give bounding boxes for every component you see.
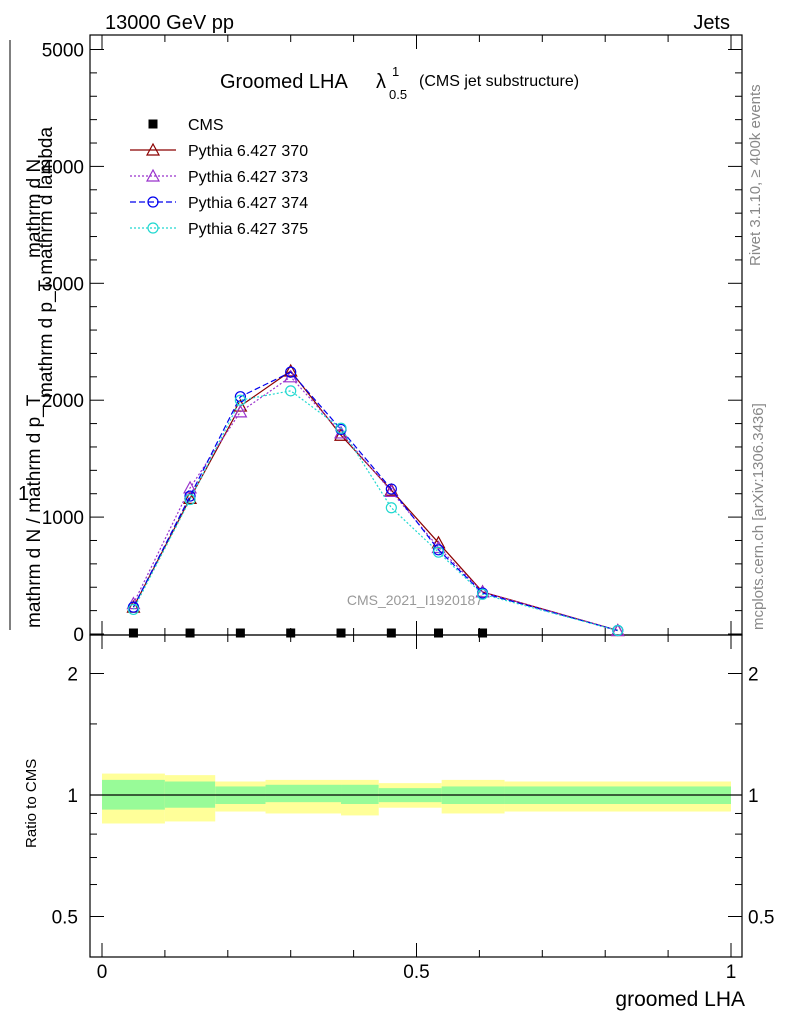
analysis-watermark: CMS_2021_I1920187: [347, 592, 483, 608]
legend-label: Pythia 6.427 373: [188, 169, 308, 186]
data-point: [385, 502, 397, 514]
ratio-tick-label-left: 2: [67, 665, 78, 686]
ratio-tick-label-right: 1: [748, 786, 759, 807]
data-point: [334, 428, 349, 441]
data-point: [127, 603, 140, 616]
y-label-denominator: mathrm d N / mathrm d p_T: [24, 394, 45, 628]
y-tick-label: 4000: [42, 157, 84, 178]
series-line: [132, 370, 618, 632]
data-point: [612, 624, 624, 637]
legend: CMS Pythia 6.427 370 Pythia 6.427 373 Pythi…: [130, 117, 308, 238]
data-point: [434, 628, 444, 638]
data-point: [183, 491, 198, 504]
series-4: [127, 385, 624, 637]
legend-label: CMS: [188, 117, 224, 134]
legend-label: Pythia 6.427 370: [188, 143, 308, 160]
x-axis-label: groomed LHA: [615, 988, 745, 1011]
x-tick-label: 1: [726, 962, 737, 983]
y-label-differential: mathrm d p_T mathrm d lambda: [36, 127, 57, 398]
data-point: [286, 628, 296, 638]
y-tick-label: 5000: [42, 41, 84, 62]
rivet-label: Rivet 3.1.10, ≥ 400k events: [747, 84, 764, 266]
data-point: [183, 480, 198, 494]
legend-entry: Pythia 6.427 373: [130, 168, 308, 186]
data-point: [478, 628, 488, 638]
data-point: [385, 483, 397, 495]
data-point: [476, 588, 489, 600]
data-point: [185, 628, 195, 638]
legend-label: Pythia 6.427 375: [188, 221, 308, 238]
data-point: [184, 493, 196, 506]
data-point: [431, 535, 446, 549]
data-point: [335, 422, 347, 434]
plot-title-suffix: (CMS jet substructure): [419, 73, 579, 90]
data-point: [285, 385, 297, 397]
y-tick-label: 0: [73, 625, 84, 646]
y-label-one: 1: [18, 483, 29, 505]
y-tick-label: 1000: [42, 508, 84, 529]
ratio-inner-band-bin: [265, 784, 342, 803]
data-point: [184, 490, 196, 502]
legend-marker: [148, 119, 158, 129]
data-point: [283, 363, 298, 377]
x-tick-label: 0: [97, 962, 108, 983]
data-point: [234, 394, 246, 406]
legend-marker: [145, 168, 161, 182]
data-point: [234, 391, 246, 403]
data-point: [432, 546, 445, 558]
data-point: [431, 540, 446, 554]
data-point: [285, 366, 297, 378]
legend-marker: [147, 196, 159, 208]
data-point: [128, 628, 138, 638]
mcplots-label: mcplots.cern.ch [arXiv:1306.3436]: [750, 403, 767, 630]
y-tick-label: 3000: [42, 274, 84, 295]
axis-ticks: 0 0.5 1 0 1000 2000 3000 4000 5000 0.5 0.5 1 1 2 2: [42, 35, 774, 983]
legend-entry: Pythia 6.427 375: [130, 221, 308, 238]
data-point: [235, 628, 245, 638]
plot-title-superscript: 1: [392, 64, 399, 79]
legend-entry: Pythia 6.427 370: [130, 142, 308, 160]
ratio-y-label: Ratio to CMS: [23, 759, 40, 848]
series-0: [128, 628, 488, 638]
legend-label: Pythia 6.427 374: [188, 195, 308, 212]
ratio-tick-label-left: 0.5: [52, 907, 78, 928]
series-line: [132, 390, 618, 632]
y-label-numerator: mathrm d N: [24, 159, 45, 258]
category-label: Jets: [693, 12, 730, 34]
ratio-tick-label-left: 1: [67, 786, 78, 807]
ratio-inner-band-bin: [341, 784, 379, 804]
ratio-bands: [90, 773, 742, 824]
ratio-tick-label-right: 2: [748, 665, 759, 686]
legend-entry: Pythia 6.427 374: [130, 195, 308, 212]
plot-title-lambda: λ: [376, 71, 386, 93]
y-tick-label: 2000: [42, 391, 84, 412]
energy-label: 13000 GeV pp: [105, 12, 234, 34]
data-point: [233, 404, 248, 418]
x-tick-label: 0.5: [403, 962, 429, 983]
plot-title-subscript: 0.5: [389, 87, 407, 102]
legend-marker: [147, 222, 159, 234]
legend-marker: [145, 142, 161, 156]
plot-title: Groomed LHA λ 1 0.5 (CMS jet substructur…: [220, 64, 579, 102]
data-point: [336, 628, 346, 638]
data-point: [384, 484, 399, 497]
data-point: [386, 628, 396, 638]
y-axis-label: 1 mathrm d N mathrm d N / mathrm d p_T m…: [9, 40, 57, 630]
series-layer: [126, 363, 625, 638]
ratio-tick-label-right: 0.5: [748, 907, 774, 928]
legend-entry: CMS: [148, 117, 224, 134]
plot-title-main: Groomed LHA: [220, 71, 348, 93]
